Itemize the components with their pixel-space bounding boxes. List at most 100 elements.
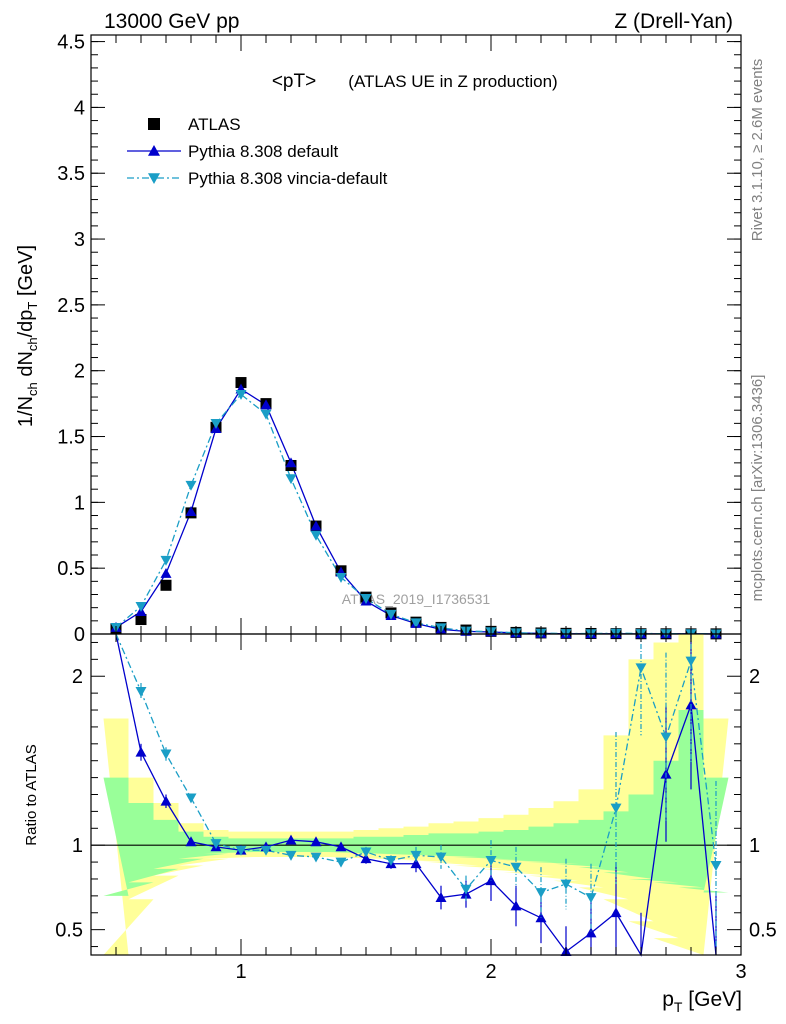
ratio-point-pythia-8-308-vincia-default: [635, 663, 647, 674]
main-ytick-label: 1: [74, 492, 85, 514]
x-axis-label-visual: pT [GeV]: [662, 988, 742, 1015]
ratio-ytick-label-left: 2: [72, 666, 83, 688]
ratio-ytick-label-right: 2: [749, 666, 760, 688]
ratio-point-pythia-8-308-vincia-default: [210, 839, 222, 849]
legend-label: Pythia 8.308 default: [188, 142, 339, 161]
main-point-pythia-8-308-vincia-default: [360, 594, 372, 604]
ratio-point-pythia-8-308-vincia-default: [485, 855, 497, 866]
ratio-point-pythia-8-308-vincia-default: [185, 793, 197, 804]
ratio-point-pythia-8-308-default: [435, 892, 447, 902]
main-point-pythia-8-308-vincia-default: [410, 618, 422, 629]
ratio-point-pythia-8-308-vincia-default: [385, 855, 397, 866]
main-ylabel: 1/Nch dNch/dpT [GeV] 1/Nch dNch/dpT [GeV…: [15, 245, 40, 427]
legend-marker: [148, 173, 160, 184]
ratio-band-outer: [103, 634, 729, 955]
main-ytick-label: 4.5: [57, 32, 85, 54]
ratio-ytick-label-right: 0.5: [749, 920, 777, 942]
ratio-point-pythia-8-308-vincia-default: [510, 862, 522, 873]
ratio-point-pythia-8-308-default: [585, 927, 597, 938]
main-point-pythia-8-308-vincia-default: [260, 409, 272, 420]
main-point-pythia-8-308-vincia-default: [385, 609, 397, 620]
main-point-pythia-8-308-vincia-default: [160, 555, 172, 566]
ratio-point-pythia-8-308-vincia-default: [435, 852, 447, 863]
ratio-point-pythia-8-308-vincia-default: [660, 732, 672, 743]
ratio-point-pythia-8-308-vincia-default: [310, 852, 322, 863]
main-point-pythia-8-308-default: [160, 567, 172, 578]
xtick-label: 1: [235, 961, 246, 983]
main-ytick-label: 1.5: [57, 427, 85, 449]
main-point-pythia-8-308-default: [310, 520, 322, 531]
main-point-atlas: [160, 579, 172, 591]
legend: ATLAS Pythia 8.308 default Pythia 8.308 vi…: [127, 115, 388, 188]
ratio-point-pythia-8-308-vincia-default: [335, 857, 347, 868]
main-ytick-label: 0.5: [57, 558, 85, 580]
ratio-point-pythia-8-308-default: [360, 853, 372, 864]
rivet-label: Rivet 3.1.10, ≥ 2.6M events: [749, 59, 766, 242]
mcplots-label: mcplots.cern.ch [arXiv:1306.3436]: [749, 375, 766, 602]
main-ytick-label: 0: [74, 624, 85, 646]
main-point-atlas: [135, 614, 147, 626]
ratio-point-pythia-8-308-vincia-default: [260, 845, 272, 856]
ratio-point-pythia-8-308-vincia-default: [285, 850, 297, 861]
main-point-pythia-8-308-vincia-default: [285, 474, 297, 485]
main-ytick-label: 3.5: [57, 163, 85, 185]
ratio-ytick-label-left: 0.5: [55, 920, 83, 942]
ratio-point-pythia-8-308-default: [185, 836, 197, 847]
main-panel: <pT> (ATLAS UE in Z production) ATLAS_20…: [57, 32, 742, 646]
main-ytick-label: 4: [74, 97, 85, 119]
ratio-band-inner: [103, 710, 729, 896]
main-point-pythia-8-308-vincia-default: [135, 601, 147, 612]
main-point-pythia-8-308-default: [285, 457, 297, 468]
ratio-point-pythia-8-308-vincia-default: [360, 847, 372, 858]
ratio-point-pythia-8-308-vincia-default: [460, 884, 472, 895]
main-ytick-label: 2: [74, 361, 85, 383]
main-point-pythia-8-308-vincia-default: [310, 530, 322, 541]
ratio-panel: 0.5 0.5 1 1 2 2 1 2 3: [55, 633, 777, 983]
x-axis-label: pT [GeV] pT [GeV]: [662, 988, 742, 1015]
ratio-point-pythia-8-308-default: [310, 836, 322, 847]
ratio-point-pythia-8-308-vincia-default: [410, 850, 422, 861]
legend-marker: [148, 118, 160, 130]
ratio-point-pythia-8-308-default: [160, 795, 172, 806]
ratio-point-pythia-8-308-default: [135, 746, 147, 757]
ratio-point-pythia-8-308-vincia-default: [135, 687, 147, 697]
ratio-point-pythia-8-308-default: [510, 900, 522, 911]
main-title: <pT>: [272, 71, 316, 92]
legend-label: Pythia 8.308 vincia-default: [188, 169, 388, 188]
header-left: 13000 GeV pp: [104, 10, 239, 33]
ratio-point-pythia-8-308-vincia-default: [160, 749, 172, 760]
main-point-pythia-8-308-default: [185, 506, 197, 516]
legend-label: ATLAS: [188, 115, 241, 134]
main-point-pythia-8-308-vincia-default: [335, 572, 347, 583]
main-point-pythia-8-308-vincia-default: [185, 480, 197, 491]
ratio-point-pythia-8-308-vincia-default: [610, 803, 622, 814]
ratio-point-pythia-8-308-default: [410, 858, 422, 869]
ratio-point-pythia-8-308-default: [335, 841, 347, 852]
ratio-ylabel: Ratio to ATLAS: [23, 744, 40, 845]
main-point-pythia-8-308-default: [260, 399, 272, 410]
xtick-label: 3: [735, 961, 746, 983]
main-point-atlas: [235, 377, 247, 389]
header-right: Z (Drell-Yan): [614, 10, 733, 33]
main-ytick-label: 2.5: [57, 295, 85, 317]
main-ylabel-visual: 1/Nch dNch/dpT [GeV]: [15, 245, 40, 427]
main-point-pythia-8-308-vincia-default: [210, 418, 222, 429]
main-point-pythia-8-308-vincia-default: [235, 390, 247, 400]
legend-marker: [148, 145, 160, 156]
xtick-label: 2: [485, 961, 496, 983]
ratio-point-pythia-8-308-default: [610, 907, 622, 918]
main-subtitle: (ATLAS UE in Z production): [348, 72, 557, 91]
analysis-label: ATLAS_2019_I1736531: [342, 591, 491, 607]
ratio-point-pythia-8-308-vincia-default: [560, 879, 572, 890]
ratio-ytick-label-right: 1: [749, 835, 760, 857]
ratio-point-pythia-8-308-default: [285, 834, 297, 845]
ratio-ytick-label-left: 1: [72, 835, 83, 857]
ratio-point-pythia-8-308-vincia-default: [685, 656, 697, 667]
ratio-point-pythia-8-308-vincia-default: [585, 893, 597, 904]
main-ytick-label: 3: [74, 229, 85, 251]
ratio-point-pythia-8-308-vincia-default: [535, 888, 547, 898]
ratio-point-pythia-8-308-vincia-default: [235, 845, 247, 856]
ratio-point-pythia-8-308-vincia-default: [710, 861, 722, 871]
ratio-point-pythia-8-308-default: [485, 875, 497, 886]
